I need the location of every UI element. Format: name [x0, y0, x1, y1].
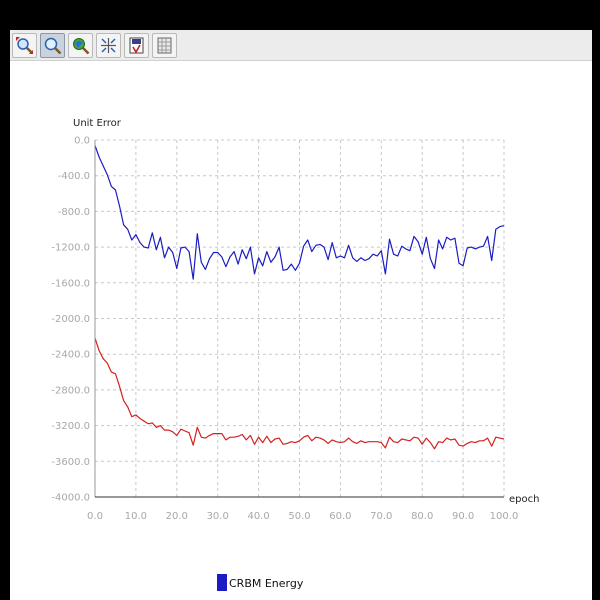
legend: CRBM Energy	[217, 574, 304, 591]
x-tick-label: 60.0	[329, 511, 351, 522]
x-tick-label: 0.0	[87, 511, 103, 522]
y-axis-title: Unit Error	[73, 118, 122, 129]
pan-button[interactable]	[68, 32, 93, 58]
table-icon	[157, 37, 172, 53]
x-tick-label: 10.0	[125, 511, 147, 522]
crosshair-button[interactable]	[96, 32, 121, 58]
chart-window	[10, 30, 592, 600]
chart-axes	[94, 140, 504, 498]
x-tick-label: 40.0	[247, 511, 269, 522]
x-tick-label: 30.0	[207, 511, 229, 522]
series-line-2	[94, 337, 505, 450]
x-tick-label: 70.0	[370, 511, 392, 522]
y-tick-label: -400.0	[58, 171, 90, 182]
zoom-fit-icon	[16, 36, 33, 54]
y-tick-label: 0.0	[74, 136, 90, 147]
chart-grid	[94, 139, 505, 498]
y-tick-label: -3200.0	[51, 421, 90, 432]
x-tick-label: 90.0	[452, 511, 474, 522]
x-tick-label: 50.0	[288, 511, 310, 522]
pan-icon	[73, 37, 90, 54]
legend-label-crbm-energy: CRBM Energy	[229, 577, 304, 590]
y-tick-label: -1200.0	[51, 243, 90, 254]
x-tick-label: 20.0	[166, 511, 188, 522]
y-tick-labels: 0.0 -400.0 -800.0 -1200.0 -1600.0 -2000.0 -240…	[51, 136, 90, 504]
y-tick-label: -2800.0	[51, 385, 90, 396]
x-tick-label: 80.0	[411, 511, 433, 522]
save-icon	[129, 37, 144, 54]
legend-swatch-crbm-energy	[217, 574, 227, 591]
y-tick-label: -2000.0	[51, 314, 90, 325]
y-tick-label: -2400.0	[51, 350, 90, 361]
zoom-icon	[44, 37, 62, 54]
crosshair-icon	[101, 37, 116, 53]
toolbar	[10, 30, 592, 61]
x-tick-label: 100.0	[490, 511, 519, 522]
y-tick-label: -4000.0	[51, 493, 90, 504]
zoom-fit-button[interactable]	[12, 32, 37, 58]
y-tick-label: -800.0	[58, 207, 90, 218]
chart-series	[94, 145, 505, 450]
table-button[interactable]	[152, 32, 177, 58]
zoom-button[interactable]	[40, 32, 65, 58]
x-tick-labels: 0.0 10.0 20.0 30.0 40.0 50.0 60.0 70.0 80.0 90.0 1…	[87, 511, 518, 522]
y-tick-label: -1600.0	[51, 278, 90, 289]
series-line-1	[94, 145, 505, 280]
x-axis-title: epoch	[509, 494, 539, 505]
save-button[interactable]	[124, 32, 149, 58]
y-tick-label: -3600.0	[51, 457, 90, 468]
